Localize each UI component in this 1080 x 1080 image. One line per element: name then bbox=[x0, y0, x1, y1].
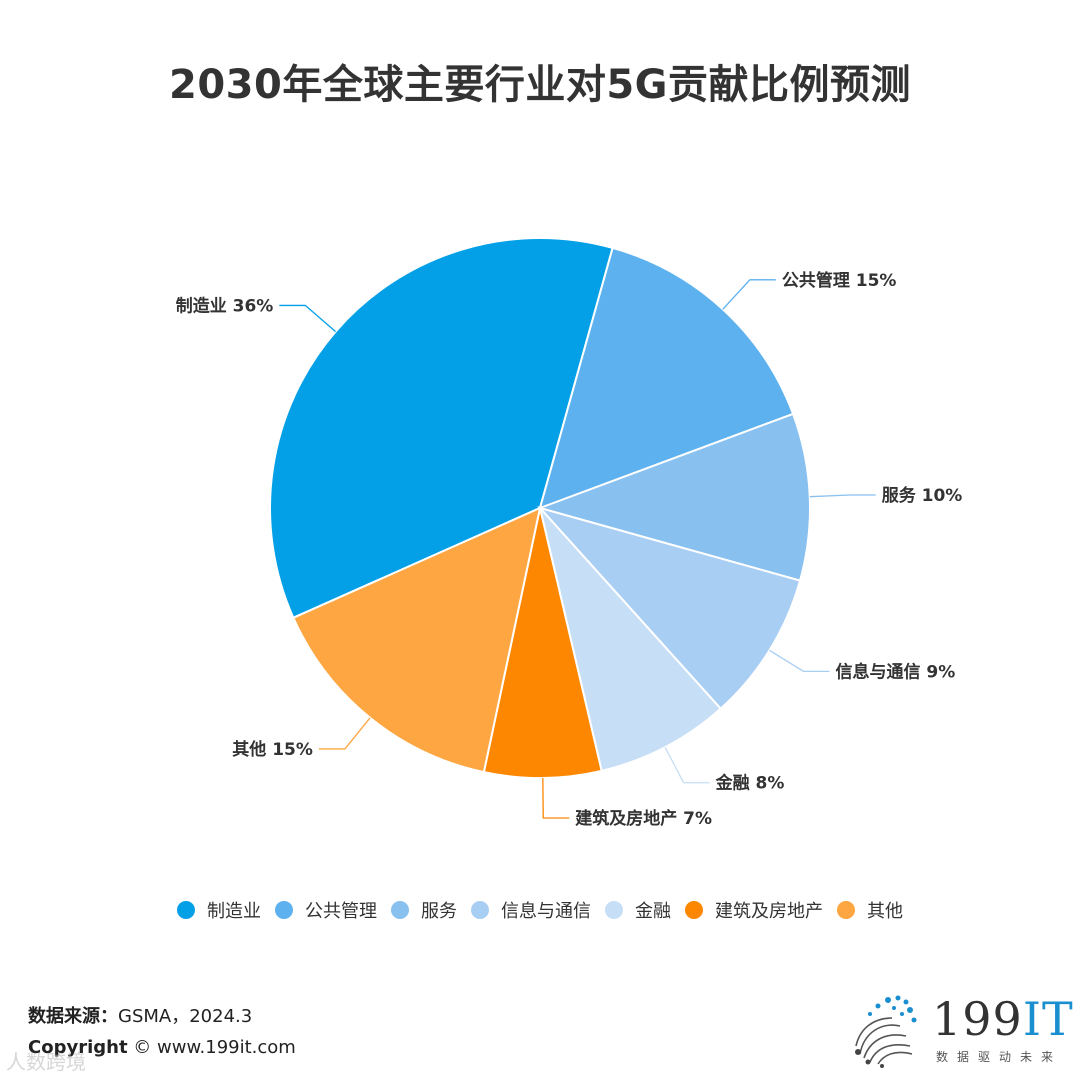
legend-swatch-4 bbox=[605, 901, 623, 919]
legend-swatch-1 bbox=[275, 901, 293, 919]
data-source-label: 数据来源： bbox=[28, 1006, 118, 1027]
logo-dots-icon bbox=[855, 995, 917, 1068]
chart-legend: 制造业 公共管理 服务 信息与通信 金融 建筑及房地产 其他 bbox=[0, 897, 1080, 923]
legend-label-6: 其他 bbox=[867, 901, 903, 922]
slice-label-1: 公共管理 15% bbox=[782, 270, 897, 291]
leader-line-3 bbox=[769, 649, 830, 673]
copyright-value: © www.199it.com bbox=[133, 1037, 296, 1058]
slice-label-0: 制造业 36% bbox=[176, 295, 274, 316]
slice-label-4: 金融 8% bbox=[715, 773, 785, 794]
chart-title: 2030年全球主要行业对5G贡献比例预测 bbox=[169, 62, 911, 108]
legend-item-2: 服务 bbox=[391, 897, 457, 923]
legend-item-5: 建筑及房地产 bbox=[685, 897, 823, 923]
slice-label-5: 建筑及房地产 7% bbox=[575, 808, 712, 829]
leader-line-4 bbox=[664, 746, 710, 784]
legend-label-4: 金融 bbox=[635, 901, 671, 922]
legend-item-1: 公共管理 bbox=[275, 897, 377, 923]
copyright: Copyright © www.199it.com bbox=[28, 1037, 296, 1058]
legend-item-0: 制造业 bbox=[177, 897, 261, 923]
logo-tagline: 数据驱动未来 bbox=[936, 1050, 1063, 1064]
legend-swatch-2 bbox=[391, 901, 409, 919]
data-source: 数据来源：GSMA，2024.3 bbox=[28, 1002, 252, 1028]
pie-slice-5 bbox=[482, 507, 603, 779]
legend-swatch-6 bbox=[837, 901, 855, 919]
slice-label-2: 服务 10% bbox=[882, 485, 963, 506]
legend-swatch-0 bbox=[177, 901, 195, 919]
data-source-value: GSMA，2024.3 bbox=[118, 1006, 253, 1027]
legend-item-4: 金融 bbox=[605, 897, 671, 923]
pie-slice-1 bbox=[538, 246, 795, 510]
pie-slice-3 bbox=[536, 506, 802, 711]
legend-swatch-5 bbox=[685, 901, 703, 919]
legend-item-3: 信息与通信 bbox=[471, 897, 591, 923]
pie-slice-6 bbox=[292, 506, 542, 774]
legend-label-1: 公共管理 bbox=[305, 901, 377, 922]
pie-leader-lines bbox=[279, 279, 876, 819]
legend-label-0: 制造业 bbox=[207, 901, 261, 922]
legend-label-2: 服务 bbox=[421, 901, 457, 922]
legend-swatch-3 bbox=[471, 901, 489, 919]
pie-chart: 制造业 36% 公共管理 15% 服务 10% 信息与通信 9% 金融 8%建筑及房地产… bbox=[176, 237, 963, 829]
leader-line-1 bbox=[722, 279, 776, 310]
pie-labels: 制造业 36% 公共管理 15% 服务 10% 信息与通信 9% 金融 8%建筑及房地产… bbox=[176, 270, 963, 829]
brand-logo: 199IT 数据驱动未来 bbox=[848, 992, 1073, 1070]
pie-slice-0 bbox=[269, 237, 614, 620]
copyright-label: Copyright bbox=[28, 1037, 128, 1058]
watermark: 人数跨境 bbox=[6, 1050, 86, 1074]
slice-label-3: 信息与通信 9% bbox=[835, 661, 955, 682]
legend-label-3: 信息与通信 bbox=[501, 901, 591, 922]
slice-label-6: 其他 15% bbox=[232, 739, 313, 760]
leader-line-0 bbox=[279, 304, 337, 333]
leader-line-6 bbox=[318, 717, 371, 750]
leader-line-5 bbox=[542, 777, 570, 819]
pie-slice-2 bbox=[536, 412, 811, 582]
legend-item-6: 其他 bbox=[837, 897, 903, 923]
pie-slices bbox=[269, 237, 811, 779]
logo-brand-text: 199IT bbox=[932, 992, 1074, 1046]
pie-slice-4 bbox=[539, 507, 723, 773]
leader-line-2 bbox=[809, 494, 876, 498]
legend-label-5: 建筑及房地产 bbox=[715, 901, 823, 922]
